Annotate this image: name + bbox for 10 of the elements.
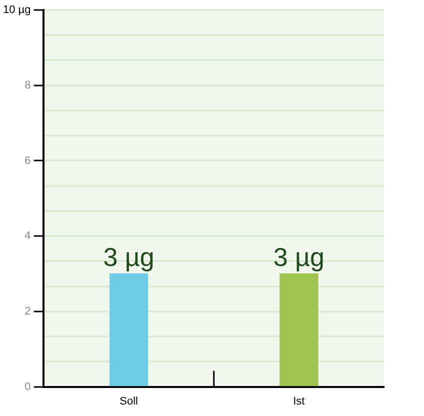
y-tick-label: 4 bbox=[24, 230, 31, 242]
y-tick-label: 2 bbox=[24, 305, 31, 318]
data-label: 3 µg bbox=[103, 242, 154, 272]
x-tick-label: Ist bbox=[293, 395, 305, 408]
data-label: 3 µg bbox=[273, 242, 324, 272]
y-tick-label: 0 bbox=[24, 380, 31, 393]
y-tick-label: 8 bbox=[24, 79, 31, 92]
y-tick-label: 6 bbox=[24, 154, 31, 167]
y-tick-label: 10 µg bbox=[2, 4, 31, 16]
x-tick-label: Soll bbox=[120, 395, 138, 408]
